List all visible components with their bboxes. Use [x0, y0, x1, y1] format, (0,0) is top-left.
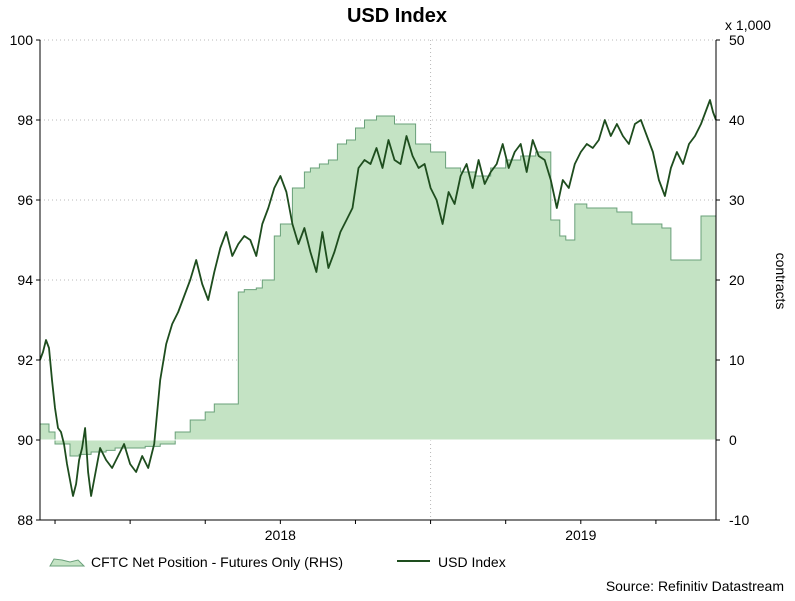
- x-tick-label: 2019: [565, 527, 596, 543]
- area-layer: [39, 115, 717, 457]
- usd-index-line: [39, 99, 717, 497]
- left-tick-label: 100: [10, 32, 34, 48]
- left-tick-label: 92: [17, 352, 33, 368]
- left-tick-label: 96: [17, 192, 33, 208]
- right-tick-label: 10: [729, 352, 745, 368]
- right-tick-label: 0: [729, 432, 737, 448]
- x-tick-label: 2018: [265, 527, 296, 543]
- right-tick-label: -10: [729, 512, 749, 528]
- left-tick-label: 88: [17, 512, 33, 528]
- right-tick-label: 50: [729, 32, 745, 48]
- left-tick-label: 90: [17, 432, 33, 448]
- right-tick-label: 30: [729, 192, 745, 208]
- legend: CFTC Net Position - Futures Only (RHS) U…: [49, 554, 506, 570]
- left-tick-label: 98: [17, 112, 33, 128]
- legend-area-swatch: [49, 558, 86, 567]
- line-layer: [39, 99, 717, 497]
- cftc-area: [39, 115, 717, 457]
- legend-label-usd: USD Index: [438, 554, 506, 570]
- left-tick-label: 94: [17, 272, 33, 288]
- right-axis-ticks: -10 0 10 20 30 40 50: [716, 32, 749, 528]
- right-axis-label: contracts: [773, 253, 789, 310]
- left-axis-ticks: 88 90 92 94 96 98 100: [10, 32, 40, 528]
- right-axis-multiplier: x 1,000: [725, 17, 771, 33]
- source-note: Source: Refinitiv Datastream: [606, 578, 784, 594]
- right-tick-label: 20: [729, 272, 745, 288]
- x-axis-ticks: 2018 2019: [54, 520, 657, 543]
- legend-label-cftc: CFTC Net Position - Futures Only (RHS): [91, 554, 343, 570]
- chart-title: USD Index: [347, 5, 447, 27]
- right-tick-label: 40: [729, 112, 745, 128]
